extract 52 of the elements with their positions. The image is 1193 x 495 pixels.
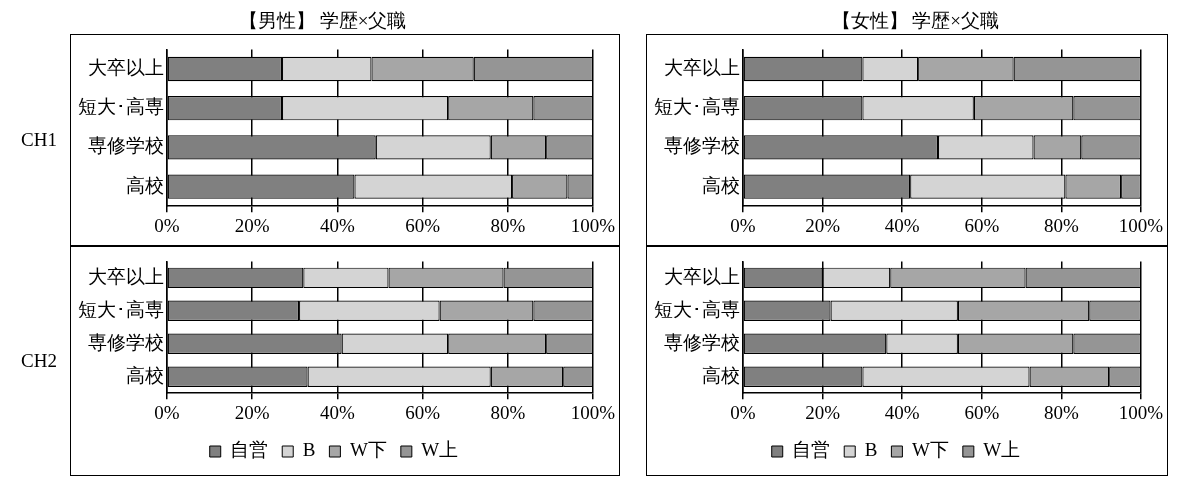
x-tick-label: 100% [1118,401,1163,423]
y-tick-label: 専修学校 [88,331,164,353]
x-tick-label: 60% [963,214,999,236]
x-tick-label: 40% [319,214,355,236]
x-tick-label: 100% [1118,214,1163,236]
x-tick-label: 80% [1043,214,1079,236]
y-tick-label: 短大･高専 [653,96,740,118]
x-tick-label: 20% [804,401,840,423]
x-tick-label: 0% [154,401,180,423]
legend-label: 自営 [791,439,830,461]
legend-label: 自営 [230,439,269,461]
legend-label: W上 [421,439,459,461]
x-tick-label: 40% [884,401,920,423]
x-tick-label: 0% [729,214,756,236]
chart-title: 【女性】 学歴×父職 [830,9,1000,33]
legend-label: B [302,439,316,461]
y-tick-label: 高校 [701,174,740,196]
x-tick-label: 40% [319,401,355,423]
y-tick-label: 高校 [701,364,740,386]
legend-label: W下 [349,439,387,461]
y-tick-label: 大卒以上 [88,265,164,287]
legend-label: W上 [982,439,1020,461]
x-tick-label: 0% [154,214,180,236]
y-tick-label: 短大･高専 [653,298,740,320]
chart-title: 【男性】 学歴×父職 [238,9,408,33]
x-tick-label: 20% [234,401,270,423]
x-tick-label: 100% [570,214,616,236]
y-axis-title: CH2 [20,350,58,372]
y-tick-label: 専修学校 [88,135,164,157]
y-tick-label: 短大･高専 [78,96,164,118]
y-tick-label: 高校 [126,174,164,196]
y-tick-label: 高校 [126,364,164,386]
y-tick-label: 短大･高専 [78,298,164,320]
x-tick-label: 40% [884,214,920,236]
x-tick-label: 100% [570,401,616,423]
x-tick-label: 80% [1043,401,1079,423]
x-tick-label: 80% [490,214,526,236]
legend-label: W下 [911,439,949,461]
y-tick-label: 専修学校 [663,135,740,157]
x-tick-label: 0% [729,401,756,423]
y-tick-label: 大卒以上 [88,56,164,78]
x-tick-label: 60% [963,401,999,423]
x-tick-label: 20% [234,214,270,236]
x-tick-label: 20% [804,214,840,236]
y-tick-label: 専修学校 [663,331,740,353]
y-tick-label: 大卒以上 [663,56,740,78]
x-tick-label: 60% [405,401,441,423]
x-tick-label: 80% [490,401,526,423]
x-tick-label: 60% [405,214,441,236]
y-axis-title: CH1 [20,129,58,151]
y-tick-label: 大卒以上 [663,265,740,287]
legend-label: B [864,439,877,461]
